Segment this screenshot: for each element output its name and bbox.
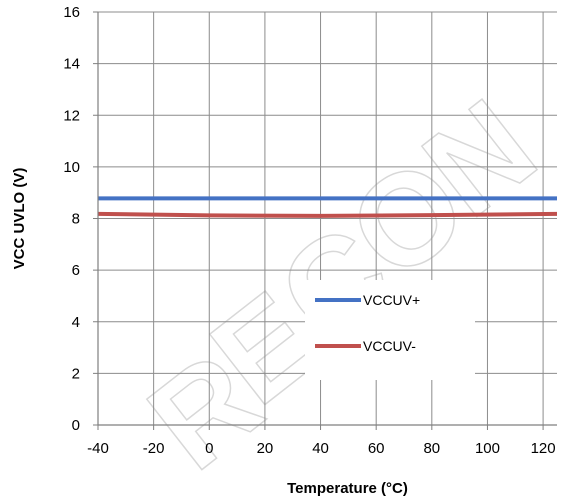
y-tick-label: 12	[63, 107, 80, 124]
y-axis-title: VCC UVLO (V)	[11, 168, 28, 270]
legend-label: VCCUV-	[363, 338, 416, 354]
x-tick-label: 0	[205, 440, 213, 457]
y-tick-label: 14	[63, 56, 80, 73]
x-tick-label: -40	[87, 440, 109, 457]
x-tick-label: 60	[368, 440, 385, 457]
series-line-vccuv-minus	[97, 211, 558, 218]
y-tick-labels: 0 2 4 6 8 10 12 14 16	[63, 4, 80, 434]
x-tick-label: 100	[475, 440, 500, 457]
y-tick-label: 10	[63, 159, 80, 176]
y-tick-label: 0	[72, 417, 80, 434]
legend-label: VCCUV+	[363, 292, 420, 308]
y-tick-label: 8	[72, 211, 80, 228]
x-tick-label: 40	[312, 440, 329, 457]
x-tick-label: 120	[531, 440, 556, 457]
y-tick-label: 2	[72, 365, 80, 382]
legend: VCCUV+ VCCUV-	[315, 292, 420, 354]
x-tick-label: 20	[257, 440, 274, 457]
y-tick-label: 4	[72, 314, 80, 331]
x-tick-labels: -40 -20 0 20 40 60 80 100 120	[87, 440, 555, 457]
series-lines	[97, 196, 558, 218]
x-tick-label: 80	[423, 440, 440, 457]
y-tick-label: 16	[63, 4, 80, 21]
legend-background	[305, 280, 475, 380]
x-tick-label: -20	[143, 440, 165, 457]
y-tick-label: 6	[72, 262, 80, 279]
x-axis-title: Temperature (°C)	[287, 480, 408, 497]
axes	[93, 11, 557, 430]
